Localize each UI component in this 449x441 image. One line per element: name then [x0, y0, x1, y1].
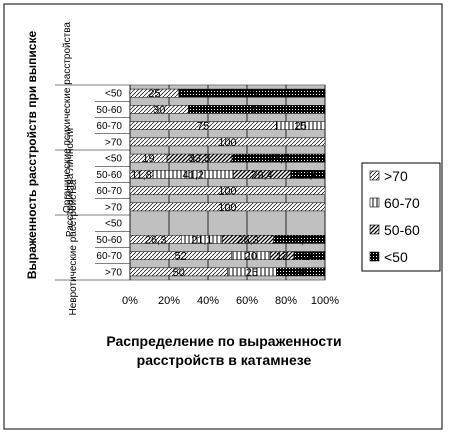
data-label: 21,1 [191, 234, 212, 246]
bar-segment [276, 267, 326, 277]
x-tick-label: 0% [122, 295, 138, 307]
data-label: 12 [276, 251, 288, 263]
data-label: 100 [218, 202, 236, 214]
data-label: 17,6 [297, 169, 318, 181]
data-label: 25 [246, 267, 258, 279]
y-tick-label: <50 [105, 154, 122, 165]
legend-label: <50 [384, 249, 408, 265]
bar-segment [188, 105, 326, 114]
y-tick-label: >70 [105, 137, 122, 148]
x-tick-label: 80% [275, 295, 297, 307]
data-label: 30 [153, 104, 165, 116]
bar-segment [293, 251, 326, 260]
data-label: 100 [218, 186, 236, 198]
group-label: Невротические расстройства [68, 179, 79, 315]
data-label: 25 [295, 121, 307, 133]
x-tick-label: 20% [158, 295, 180, 307]
bar-segment [129, 186, 326, 195]
data-label: 26,3 [237, 234, 258, 246]
group-label: Расстройства личности [65, 128, 76, 237]
y-tick-label: 50-60 [96, 235, 122, 246]
data-label: 70 [251, 104, 263, 116]
y-tick-label: 60-70 [96, 186, 122, 197]
data-label: 47,7 [268, 153, 289, 165]
bar-segment [129, 202, 326, 212]
y-tick-label: 60-70 [96, 251, 122, 262]
x-tick-label: 60% [236, 295, 258, 307]
data-label: 20 [245, 251, 257, 263]
legend-swatch [369, 224, 380, 235]
y-tick-label: >70 [105, 267, 122, 278]
bar-segment [273, 235, 326, 244]
y-tick-label: >70 [105, 202, 122, 213]
bar-segment [129, 137, 326, 147]
legend-label: 50-60 [384, 222, 420, 238]
data-label: 11,8 [131, 169, 152, 181]
data-label: 75 [246, 88, 258, 100]
data-label: 75 [197, 121, 209, 133]
bar-segment [231, 153, 326, 163]
data-label: 52 [175, 251, 187, 263]
y-tick-label: 50-60 [96, 105, 122, 116]
y-tick-label: 50-60 [96, 170, 122, 181]
legend-swatch [369, 197, 380, 208]
data-label: 26,3 [289, 234, 310, 246]
data-label: 25 [295, 267, 307, 279]
data-label: 26,3 [145, 234, 166, 246]
y-tick-label: <50 [105, 89, 122, 100]
plot-area [129, 84, 326, 281]
group-label: Органические психические расстройства [62, 22, 73, 213]
data-label: 41,2 [182, 169, 203, 181]
data-label: 29,4 [251, 169, 272, 181]
legend-swatch [369, 170, 380, 181]
y-tick-label: <50 [105, 219, 122, 230]
data-label: 19 [142, 153, 154, 165]
legend-label: 60-70 [384, 195, 420, 211]
x-tick-label: 40% [197, 295, 219, 307]
data-label: 50 [173, 267, 185, 279]
data-label: 33,3 [189, 153, 210, 165]
bar-segment [276, 121, 326, 130]
bar-segment [290, 170, 326, 179]
y-tick-label: 60-70 [96, 121, 122, 132]
data-label: 16 [303, 251, 315, 263]
y-axis-title: Выраженность расстройств при выписке [25, 31, 39, 280]
chart-title: Распределение по выраженности расстройств… [106, 333, 341, 368]
legend-swatch [369, 251, 380, 262]
x-tick-label: 100% [311, 295, 339, 307]
legend-label: >70 [384, 168, 408, 184]
bar-segment [178, 88, 326, 98]
data-label: 25 [148, 88, 160, 100]
data-label: 100 [218, 137, 236, 149]
